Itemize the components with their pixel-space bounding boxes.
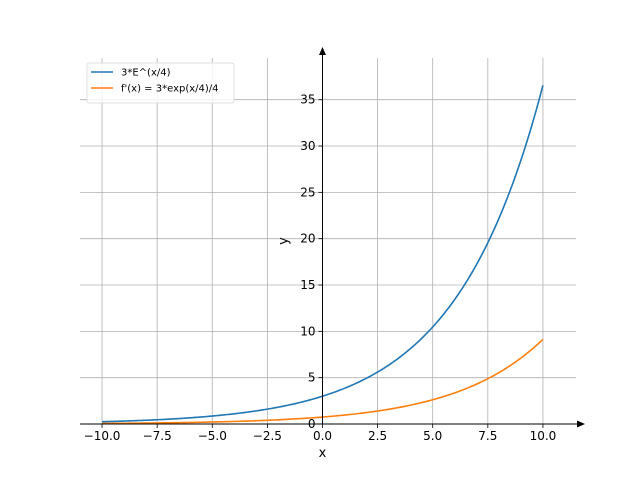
x-axis-arrow <box>577 420 585 428</box>
legend-box <box>86 62 235 104</box>
axes <box>80 47 585 428</box>
x-tick-label: −5.0 <box>198 429 227 443</box>
ticks: −10.0 −7.5 −5.0 −2.5 0.0 2.5 5.0 7.5 10.0 0 5 10 15 2… <box>84 93 557 443</box>
grid <box>80 58 576 425</box>
y-tick-label: 30 <box>300 139 315 153</box>
legend-label: 3*E^(x/4) <box>121 68 171 79</box>
x-tick-label: 7.5 <box>478 429 497 443</box>
x-tick-label: −7.5 <box>143 429 172 443</box>
x-tick-label: 0.0 <box>313 429 332 443</box>
y-tick-label: 20 <box>300 232 315 246</box>
x-axis-label: x <box>319 446 327 461</box>
y-tick-label: 35 <box>300 93 315 107</box>
y-tick-label: 15 <box>300 278 315 292</box>
x-tick-label: −10.0 <box>84 429 121 443</box>
legend: 3*E^(x/4) f'(x) = 3*exp(x/4)/4 <box>86 62 235 104</box>
y-tick-label: 25 <box>300 185 315 199</box>
x-tick-label: 2.5 <box>368 429 387 443</box>
y-axis-label: y <box>276 237 291 245</box>
x-tick-label: 5.0 <box>423 429 442 443</box>
legend-label: f'(x) = 3*exp(x/4)/4 <box>121 84 219 95</box>
x-tick-label: 10.0 <box>530 429 557 443</box>
y-tick-label: 0 <box>308 417 316 431</box>
y-tick-label: 5 <box>308 371 316 385</box>
y-axis-arrow <box>318 47 326 55</box>
y-tick-label: 10 <box>300 324 315 338</box>
x-tick-label: −2.5 <box>253 429 282 443</box>
